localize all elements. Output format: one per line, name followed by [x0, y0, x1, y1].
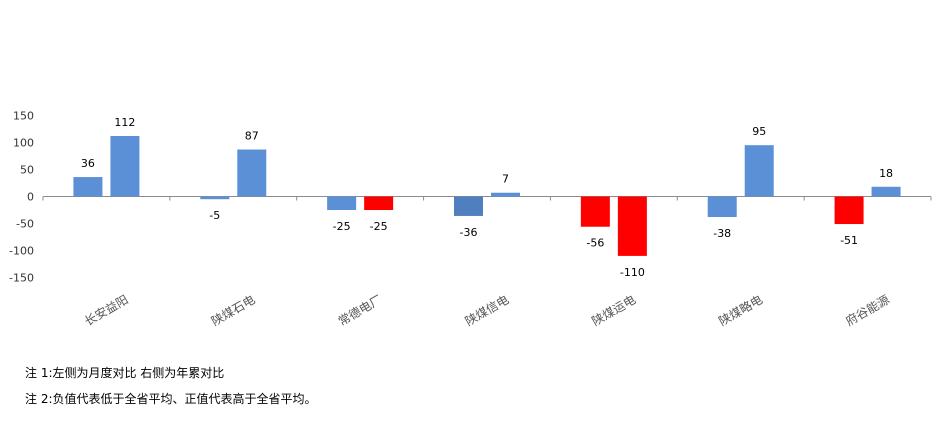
data-label: 87	[245, 130, 259, 143]
y-tick-label: -50	[16, 218, 34, 231]
bar	[454, 196, 483, 216]
data-label: -56	[586, 237, 604, 250]
data-label: 112	[114, 116, 135, 129]
data-label: 18	[879, 167, 893, 180]
y-tick-label: 150	[13, 110, 34, 123]
bar	[707, 196, 737, 218]
data-label: 36	[81, 157, 95, 170]
y-tick-label: 100	[13, 137, 34, 150]
category-labels: 长安益阳 陕煤石电 常德电厂 陕煤信电 陕煤运电 陕煤略电 府谷能源	[82, 292, 892, 329]
bar	[110, 136, 140, 197]
category-label: 陕煤运电	[589, 292, 638, 329]
bar	[200, 196, 230, 200]
bar	[871, 186, 901, 197]
bar	[237, 149, 267, 197]
y-tick-label: 50	[20, 164, 34, 177]
x-axis-tick-marks	[42, 196, 932, 201]
y-tick-label: 0	[27, 191, 34, 204]
data-label: -51	[840, 234, 858, 247]
category-label: 陕煤石电	[208, 292, 257, 329]
bar	[491, 192, 520, 197]
category-label: 常德电厂	[335, 292, 384, 329]
category-label: 长安益阳	[82, 292, 131, 329]
data-label: -38	[713, 227, 731, 240]
bar	[834, 196, 864, 225]
bar-chart: 150 100 50 0 -50 -100 -150 36 112 -5 87 -25 -25 -36 7…	[9, 110, 932, 329]
note-2: 注 2:负值代表低于全省平均、正值代表高于全省平均。	[25, 392, 317, 406]
data-label: -36	[460, 226, 478, 239]
category-label: 府谷能源	[843, 292, 892, 329]
category-label: 陕煤略电	[716, 292, 765, 329]
y-tick-label: -150	[9, 272, 34, 285]
data-label: 7	[502, 173, 509, 186]
bar	[73, 177, 103, 197]
data-label: -25	[370, 220, 388, 233]
bars	[73, 136, 901, 256]
y-axis-ticks: 150 100 50 0 -50 -100 -150	[9, 110, 34, 285]
data-label: -5	[209, 209, 220, 222]
bar	[327, 196, 357, 210]
bar	[744, 145, 774, 197]
bar	[364, 196, 394, 210]
data-labels: 36 112 -5 87 -25 -25 -36 7 -56 -110 -38 95 -51 18	[81, 116, 893, 279]
bar	[580, 196, 610, 227]
data-label: 95	[752, 125, 766, 138]
y-tick-label: -100	[9, 245, 34, 258]
note-1: 注 1:左侧为月度对比 右侧为年累对比	[25, 366, 225, 380]
data-label: -25	[333, 220, 351, 233]
category-label: 陕煤信电	[462, 292, 511, 329]
data-label: -110	[620, 266, 645, 279]
bar	[617, 196, 647, 256]
